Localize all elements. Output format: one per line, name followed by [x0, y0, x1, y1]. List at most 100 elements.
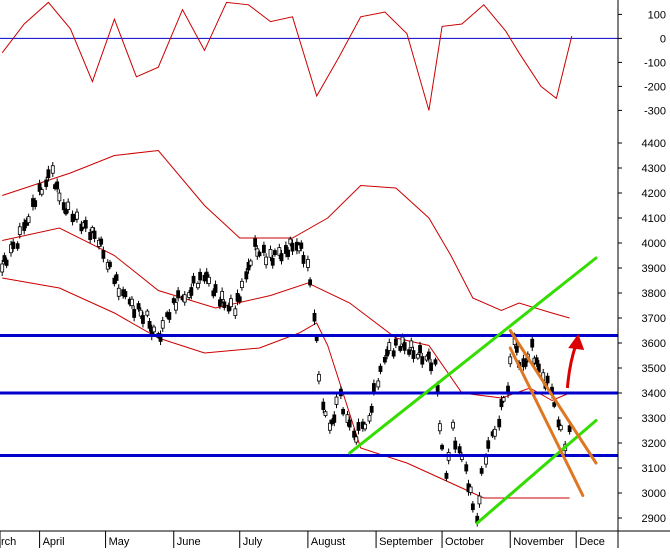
oscillator-panel	[0, 1, 618, 111]
price-bar-body	[376, 380, 381, 388]
price-bar-body	[356, 422, 361, 431]
price-bar-body	[147, 321, 152, 329]
month-label: September	[379, 536, 433, 548]
price-tick-label: 4300	[642, 163, 666, 175]
price-bar-body	[393, 338, 398, 346]
price-bar-body	[440, 444, 444, 450]
breakout-arrow-shaft	[565, 343, 578, 389]
month-label: June	[177, 536, 201, 548]
price-bar-body	[367, 415, 372, 422]
price-bar-body	[141, 315, 145, 324]
price-bar-body	[411, 350, 416, 359]
price-bar-body	[398, 346, 403, 351]
price-bar-body	[270, 257, 275, 266]
price-bar-body	[468, 486, 473, 493]
price-bar-body	[327, 422, 332, 431]
price-bar-body	[316, 373, 321, 382]
price-tick-label: 3800	[642, 288, 666, 300]
price-bar-body	[552, 402, 557, 407]
price-bar-body	[33, 200, 38, 207]
price-bar-body	[332, 414, 337, 423]
price-bar-body	[290, 242, 295, 252]
price-bar-body	[132, 309, 137, 318]
bollinger-lower-line	[2, 277, 570, 499]
price-bar-body	[273, 250, 277, 256]
price-tick-label: 3100	[642, 463, 666, 475]
price-bar-body	[400, 336, 405, 345]
price-bar-body	[22, 222, 27, 231]
price-bar-body	[108, 261, 112, 268]
price-bar-body	[514, 345, 519, 353]
month-label: rch	[1, 536, 16, 548]
price-bar-body	[345, 414, 350, 423]
price-tick-label: 3600	[642, 338, 666, 350]
price-bar-body	[352, 430, 356, 438]
price-tick-label: 4400	[642, 138, 666, 150]
price-bar-body	[229, 298, 233, 308]
price-bar-body	[407, 349, 411, 355]
price-bar-body	[4, 259, 9, 266]
price-bar-body	[347, 419, 352, 428]
price-bar-body	[433, 359, 438, 365]
price-bar-body	[17, 226, 22, 235]
price-bar-body	[484, 456, 488, 465]
price-bar-body	[160, 320, 165, 329]
price-bar-body	[220, 291, 225, 300]
price-bar-body	[534, 357, 539, 365]
price-bar-body	[244, 271, 249, 280]
price-bar-body	[323, 411, 328, 416]
price-panel	[0, 149, 618, 527]
price-bar-body	[182, 294, 187, 303]
price-tick-label: 3400	[642, 388, 666, 400]
price-bar-body	[264, 256, 269, 266]
price-bar-body	[301, 255, 306, 264]
price-bar-body	[470, 503, 475, 511]
price-bar-body	[92, 230, 97, 239]
price-tick-label: 3200	[642, 438, 666, 450]
price-bar-body	[191, 275, 196, 284]
price-bar-body	[0, 263, 5, 273]
oscillator-tick-label: -200	[644, 81, 666, 93]
price-bar-body	[545, 375, 550, 384]
uptrend-channel-lower-line	[475, 419, 598, 525]
price-bar-body	[567, 425, 572, 433]
price-bar-body	[429, 362, 433, 372]
price-bar-body	[299, 242, 304, 249]
price-bar-body	[176, 290, 181, 299]
price-bar-body	[198, 271, 203, 281]
price-bar-body	[402, 342, 407, 351]
price-bar-body	[218, 299, 222, 307]
price-bar-body	[257, 251, 262, 257]
price-bar-body	[211, 290, 216, 297]
price-bar-body	[207, 276, 211, 284]
price-bar-body	[464, 464, 469, 472]
price-bar-body	[130, 298, 134, 307]
price-bar-body	[268, 249, 273, 258]
price-bar-body	[479, 468, 484, 474]
price-tick-label: 2900	[642, 513, 666, 525]
price-bar-body	[556, 419, 561, 428]
price-bar-body	[213, 284, 218, 293]
price-bar-body	[26, 216, 31, 224]
price-bar-body	[437, 423, 442, 432]
price-bar-body	[116, 287, 121, 297]
price-bar-body	[246, 261, 251, 271]
price-bar-body	[558, 425, 563, 431]
price-bar-body	[497, 418, 502, 428]
price-bar-body	[457, 446, 462, 454]
price-tick-label: 3000	[642, 488, 666, 500]
price-bar-body	[382, 356, 387, 363]
price-bar-body	[145, 310, 150, 316]
price-bar-body	[284, 245, 288, 254]
price-bar-body	[99, 238, 104, 245]
month-label: May	[109, 536, 130, 548]
oscillator-tick-label: -300	[644, 105, 666, 117]
price-bar-body	[385, 349, 389, 357]
price-tick-label: 3300	[642, 413, 666, 425]
price-bar-body	[90, 227, 95, 232]
uptrend-channel-upper-line	[348, 256, 598, 455]
price-tick-label: 4000	[642, 238, 666, 250]
price-bar-body	[279, 253, 284, 262]
